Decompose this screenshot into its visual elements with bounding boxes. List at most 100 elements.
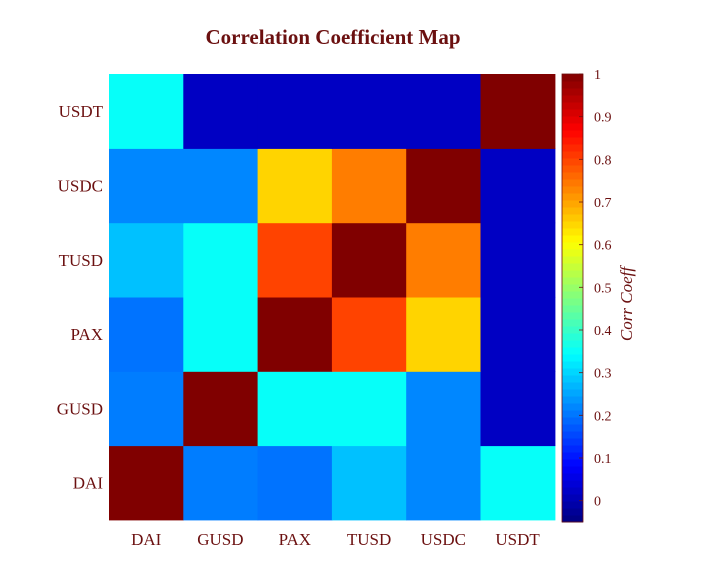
colorbar-strip [562, 410, 583, 418]
colorbar-tick-label: 0.8 [594, 153, 612, 168]
colorbar-strip [562, 200, 583, 208]
heatmap-cell-usdc-pax [257, 148, 333, 224]
colorbar-strip [562, 494, 583, 502]
colorbar-tick-label: 1 [594, 68, 601, 83]
colorbar-strip [562, 389, 583, 397]
heatmap-cell-usdc-tusd [331, 148, 407, 224]
colorbar-strip [562, 333, 583, 341]
heatmap-cell-pax-gusd [183, 296, 259, 372]
colorbar-strip [562, 263, 583, 271]
heatmap-cell-dai-gusd [183, 445, 259, 521]
colorbar-strip [562, 466, 583, 474]
colorbar-strip [562, 361, 583, 369]
colorbar-strip [562, 396, 583, 404]
colorbar-strip [562, 354, 583, 362]
colorbar-frame [561, 73, 584, 523]
colorbar-strip [562, 193, 583, 201]
colorbar-strip [562, 130, 583, 138]
colorbar-strip [562, 221, 583, 229]
colorbar-tick-label: 0.7 [594, 196, 612, 211]
heatmap-cell-gusd-pax [257, 371, 333, 447]
y-tick-label-pax: PAX [71, 325, 103, 344]
heatmap-cell-pax-pax [257, 296, 333, 372]
colorbar-label: Corr Coeff [617, 265, 636, 341]
colorbar-strip [562, 277, 583, 285]
x-tick-label-tusd: TUSD [347, 530, 391, 549]
colorbar-strip [562, 319, 583, 327]
x-tick-label-usdt: USDT [495, 530, 540, 549]
colorbar-tick-label: 0.6 [594, 239, 612, 254]
heatmap-cell-gusd-usdc [406, 371, 482, 447]
heatmap-cell-usdt-tusd [331, 74, 407, 149]
x-axis-tick-labels: DAI GUSD PAX TUSD USDC USDT [131, 530, 540, 549]
colorbar-strip [562, 256, 583, 264]
heatmap-cell-gusd-dai [109, 371, 184, 447]
heatmap-cell-dai-dai [109, 445, 184, 521]
colorbar-strip [562, 438, 583, 446]
colorbar-strip [562, 242, 583, 250]
colorbar-strip [562, 305, 583, 313]
colorbar-strip [562, 452, 583, 460]
colorbar-strip [562, 340, 583, 348]
y-tick-label-gusd: GUSD [57, 399, 103, 418]
chart-title: Correlation Coefficient Map [205, 25, 460, 49]
colorbar-strip [562, 235, 583, 243]
colorbar-tick-label: 0 [594, 495, 601, 510]
colorbar-strip [562, 249, 583, 257]
x-tick-label-pax: PAX [279, 530, 311, 549]
colorbar-strip [562, 459, 583, 467]
heatmap-cell-tusd-usdc [406, 222, 482, 298]
colorbar-strip [562, 74, 583, 82]
colorbar-tick-label: 0.9 [594, 111, 612, 126]
colorbar-tick-label: 0.3 [594, 367, 612, 382]
colorbar [561, 73, 584, 523]
x-tick-label-gusd: GUSD [197, 530, 243, 549]
colorbar-strip [562, 270, 583, 278]
colorbar-strip [562, 312, 583, 320]
colorbar-strip [562, 347, 583, 355]
colorbar-strip [562, 403, 583, 411]
colorbar-strip [562, 207, 583, 215]
colorbar-strip [562, 473, 583, 481]
colorbar-strip [562, 165, 583, 173]
colorbar-tick-label: 0.4 [594, 324, 612, 339]
colorbar-strip [562, 417, 583, 425]
heatmap-cell-pax-usdt [480, 296, 556, 372]
heatmap-cell-usdc-usdc [406, 148, 482, 224]
heatmap-cells [109, 74, 556, 521]
heatmap-cell-gusd-gusd [183, 371, 259, 447]
colorbar-strip [562, 382, 583, 390]
heatmap-cell-usdc-usdt [480, 148, 556, 224]
heatmap-cell-tusd-usdt [480, 222, 556, 298]
colorbar-strip [562, 424, 583, 432]
heatmap-cell-dai-pax [257, 445, 333, 521]
colorbar-strip [562, 95, 583, 103]
heatmap-cell-usdt-usdt [480, 74, 556, 149]
colorbar-strip [562, 137, 583, 145]
heatmap-cell-dai-usdc [406, 445, 482, 521]
colorbar-strip [562, 228, 583, 236]
colorbar-strip [562, 445, 583, 453]
colorbar-strip [562, 172, 583, 180]
heatmap-cell-usdt-usdc [406, 74, 482, 149]
colorbar-strip [562, 298, 583, 306]
colorbar-strip [562, 102, 583, 110]
colorbar-strip [562, 116, 583, 124]
colorbar-strip [562, 480, 583, 488]
colorbar-strip [562, 375, 583, 383]
heatmap-cell-usdt-pax [257, 74, 333, 149]
heatmap-cell-gusd-tusd [331, 371, 407, 447]
heatmap-cell-tusd-gusd [183, 222, 259, 298]
colorbar-strip [562, 284, 583, 292]
x-tick-label-dai: DAI [131, 530, 162, 549]
y-tick-label-dai: DAI [73, 474, 104, 493]
colorbar-strip [562, 501, 583, 509]
colorbar-strip [562, 158, 583, 166]
y-tick-label-tusd: TUSD [59, 251, 103, 270]
heatmap-cell-gusd-usdt [480, 371, 556, 447]
heatmap-cell-usdc-gusd [183, 148, 259, 224]
colorbar-tick-labels: 0 0.1 0.2 0.3 0.4 0.5 0.6 0.7 0.8 0.9 1 [579, 68, 612, 510]
colorbar-strip [562, 123, 583, 131]
heatmap-cell-pax-dai [109, 296, 184, 372]
